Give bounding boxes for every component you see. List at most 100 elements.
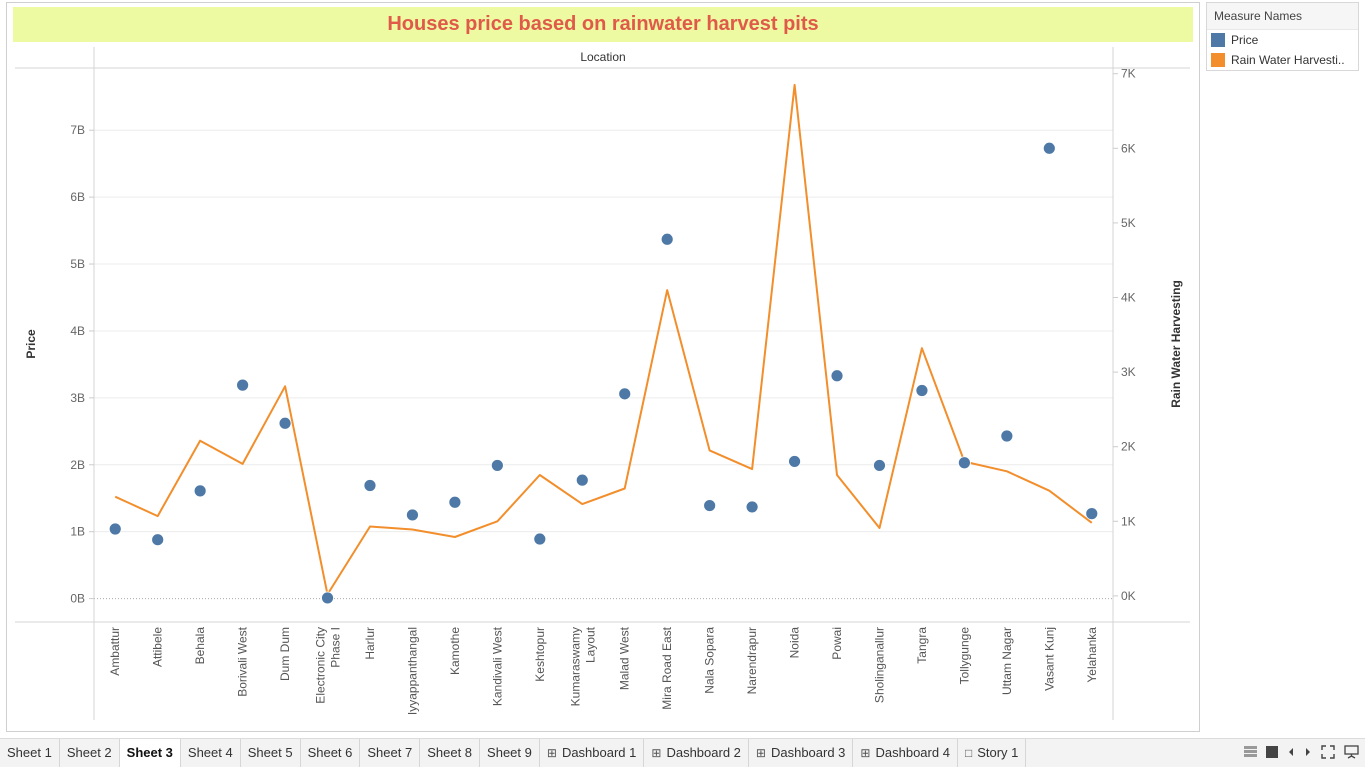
price-point[interactable] — [873, 459, 886, 472]
price-point-series[interactable] — [108, 141, 1099, 605]
tab-sheet-8[interactable]: Sheet 8 — [420, 739, 481, 767]
price-point[interactable] — [1042, 141, 1056, 155]
location-label[interactable]: Malad West — [618, 626, 632, 690]
location-label[interactable]: Kamothe — [448, 627, 462, 675]
location-label[interactable]: Iyyappanthangal — [405, 627, 419, 715]
location-label[interactable]: Narendrapur — [745, 627, 759, 694]
filmstrip-view-icon[interactable] — [1266, 745, 1278, 761]
location-label[interactable]: Electronic CityPhase I — [314, 627, 343, 704]
location-label[interactable]: Uttam Nagar — [1000, 627, 1014, 695]
price-point[interactable] — [1085, 507, 1099, 521]
price-tick-label: 3B — [70, 391, 85, 405]
tab-sheet-2[interactable]: Sheet 2 — [60, 739, 120, 767]
location-label[interactable]: Mira Road East — [660, 626, 674, 709]
tab-sheet-4[interactable]: Sheet 4 — [181, 739, 241, 767]
location-label[interactable]: Tollygunge — [957, 627, 971, 685]
location-label[interactable]: Powai — [830, 627, 844, 660]
tab-story-1[interactable]: □ Story 1 — [958, 739, 1027, 767]
tab-sheet-5[interactable]: Sheet 5 — [241, 739, 301, 767]
price-point[interactable] — [448, 495, 462, 509]
price-point[interactable] — [236, 378, 250, 392]
price-point[interactable] — [193, 484, 207, 498]
price-point[interactable] — [533, 532, 547, 546]
location-label[interactable]: Sholinganallur — [872, 627, 886, 703]
price-point[interactable] — [151, 533, 165, 547]
location-label-line: Tollygunge — [957, 627, 971, 685]
price-point[interactable] — [278, 416, 292, 430]
tab-sheet-7[interactable]: Sheet 7 — [360, 739, 421, 767]
price-point[interactable] — [788, 455, 801, 468]
location-label[interactable]: Ambattur — [108, 627, 122, 676]
price-point[interactable] — [660, 232, 674, 246]
price-point[interactable] — [1000, 429, 1014, 443]
previous-sheet-icon[interactable] — [1287, 746, 1295, 760]
tab-dashboard-4[interactable]: ⊞ Dashboard 4 — [853, 739, 958, 767]
location-label[interactable]: Vasant Kunj — [1042, 627, 1056, 691]
price-point[interactable] — [490, 459, 504, 472]
price-point[interactable] — [745, 500, 759, 514]
location-header[interactable]: Location — [580, 50, 625, 64]
location-label-line: Behala — [193, 627, 207, 665]
rain-water-line[interactable] — [114, 83, 1093, 596]
location-label[interactable]: Borivali West — [236, 626, 250, 696]
next-sheet-icon[interactable] — [1304, 746, 1312, 760]
price-point[interactable] — [363, 479, 377, 492]
price-point[interactable] — [108, 522, 122, 536]
location-label[interactable]: Noida — [788, 627, 802, 659]
location-axis-labels[interactable]: Ambattur Attibele Behala Borivali West Dum D… — [108, 626, 1099, 715]
price-point[interactable] — [406, 508, 419, 522]
location-label[interactable]: Keshtopur — [533, 627, 547, 682]
location-label-line: Ambattur — [108, 627, 122, 676]
tab-label: Dashboard 1 — [561, 745, 637, 760]
rain-water-axis-title[interactable]: Rain Water Harvesting — [1169, 280, 1183, 408]
rain-water-tick-label: 4K — [1121, 291, 1136, 305]
tab-label: Sheet 7 — [367, 745, 413, 760]
tab-sheet-3[interactable]: Sheet 3 — [119, 739, 181, 767]
location-label-line: Sholinganallur — [872, 627, 886, 703]
price-point[interactable] — [618, 387, 632, 401]
location-label[interactable]: Behala — [193, 627, 207, 665]
tab-label: Story 1 — [977, 745, 1019, 760]
tab-sheet-9[interactable]: Sheet 9 — [480, 739, 540, 767]
tab-dashboard-2[interactable]: ⊞ Dashboard 2 — [644, 739, 749, 767]
sheet-tabs: Sheet 1 Sheet 2 Sheet 3 Sheet 4 Sheet 5 Sheet… — [0, 739, 1027, 767]
rain-water-line-series[interactable] — [114, 83, 1093, 596]
rain-water-tick-label: 3K — [1121, 365, 1136, 379]
presentation-mode-icon[interactable] — [1344, 744, 1359, 762]
tab-sheet-6[interactable]: Sheet 6 — [301, 739, 361, 767]
tab-dashboard-3[interactable]: ⊞ Dashboard 3 — [749, 739, 854, 767]
location-label[interactable]: KumaraswamyLayout — [568, 626, 597, 706]
axis-frame — [15, 47, 1190, 720]
location-label[interactable]: Dum Dum — [278, 627, 292, 681]
tab-label: Sheet 3 — [126, 745, 173, 760]
location-label-line: Harlur — [363, 627, 377, 660]
price-point[interactable] — [957, 456, 971, 470]
tab-dashboard-1[interactable]: ⊞ Dashboard 1 — [540, 739, 645, 767]
price-point[interactable] — [321, 591, 334, 605]
location-label[interactable]: Kandivali West — [490, 626, 504, 706]
tab-label: Sheet 9 — [487, 745, 532, 760]
location-label-line: Iyyappanthangal — [405, 627, 419, 715]
rain-water-swatch — [1211, 53, 1225, 67]
legend-item-price[interactable]: Price — [1207, 30, 1358, 50]
price-point[interactable] — [830, 369, 844, 383]
price-tick-label: 4B — [70, 324, 85, 338]
location-label[interactable]: Yelahanka — [1085, 627, 1099, 683]
price-axis-title[interactable]: Price — [24, 329, 38, 359]
dashboard-icon: ⊞ — [860, 746, 871, 760]
rain-water-tick-label: 7K — [1121, 67, 1136, 81]
price-point[interactable] — [575, 473, 589, 487]
location-label[interactable]: Attibele — [151, 627, 165, 667]
location-label[interactable]: Tangra — [915, 627, 929, 664]
location-label[interactable]: Harlur — [363, 627, 377, 660]
tab-sheet-1[interactable]: Sheet 1 — [0, 739, 60, 767]
fit-screen-icon[interactable] — [1321, 744, 1335, 762]
legend-item-rain-water-harvesting[interactable]: Rain Water Harvesti.. — [1207, 50, 1358, 70]
location-label[interactable]: Nala Sopara — [703, 627, 717, 694]
price-point[interactable] — [915, 384, 929, 397]
grid-view-icon[interactable] — [1244, 746, 1257, 760]
chart-title-banner: Houses price based on rainwater harvest … — [13, 7, 1193, 42]
location-label-line: Kandivali West — [490, 626, 504, 706]
price-point[interactable] — [703, 499, 717, 512]
